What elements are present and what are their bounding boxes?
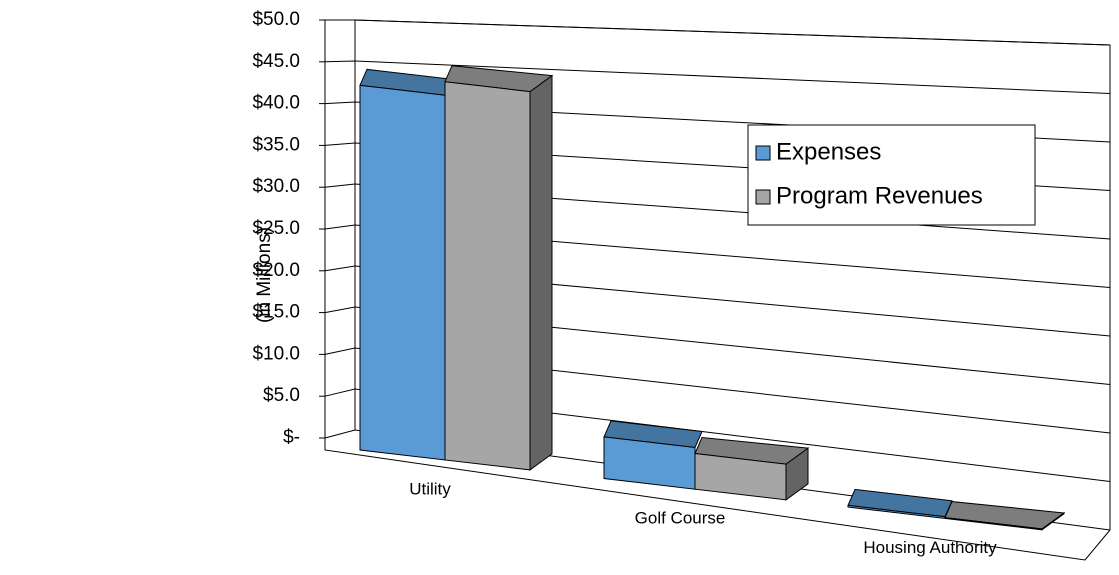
- legend-box: [747, 124, 1036, 226]
- y-tick-label: $-: [283, 427, 300, 448]
- bar: [359, 68, 453, 461]
- y-tick-label: $15.0: [252, 302, 300, 323]
- y-tick-label: $40.0: [252, 93, 300, 114]
- legend-label: Program Revenues: [776, 182, 983, 209]
- floor-edge: [324, 438, 1111, 561]
- grid-line: [324, 388, 1111, 482]
- bar-front: [444, 81, 531, 471]
- bar: [847, 488, 953, 520]
- y-axis-label: (in Millions): [254, 227, 275, 323]
- x-tick-label: Golf Course: [635, 509, 726, 528]
- bar-side: [529, 74, 553, 471]
- y-tick-label: $30.0: [252, 176, 300, 197]
- y-tick-label: $35.0: [252, 134, 300, 155]
- legend-swatch: [755, 189, 771, 205]
- x-tick-label: Housing Authority: [863, 538, 997, 557]
- bar: [444, 65, 554, 471]
- legend-swatch: [755, 145, 771, 161]
- grid-line: [325, 19, 1111, 46]
- y-tick-label: $50.0: [252, 9, 300, 30]
- bar: [944, 501, 1066, 531]
- y-tick-label: $20.0: [252, 260, 300, 281]
- bar-front: [359, 84, 446, 461]
- grid-line: [324, 60, 1111, 94]
- bar-front: [694, 452, 787, 501]
- x-tick-label: Utility: [409, 479, 451, 498]
- grid-line: [324, 347, 1111, 434]
- grid-line: [324, 265, 1111, 337]
- bar: [694, 436, 810, 501]
- grid-line: [324, 224, 1111, 288]
- legend-label: Expenses: [776, 138, 881, 165]
- y-tick-label: $10.0: [252, 343, 300, 364]
- bar-front: [944, 517, 1043, 531]
- grid-line: [324, 306, 1111, 385]
- y-tick-label: $25.0: [252, 218, 300, 239]
- y-tick-label: $45.0: [252, 51, 300, 72]
- y-tick-label: $5.0: [263, 385, 300, 406]
- bar: [603, 420, 703, 490]
